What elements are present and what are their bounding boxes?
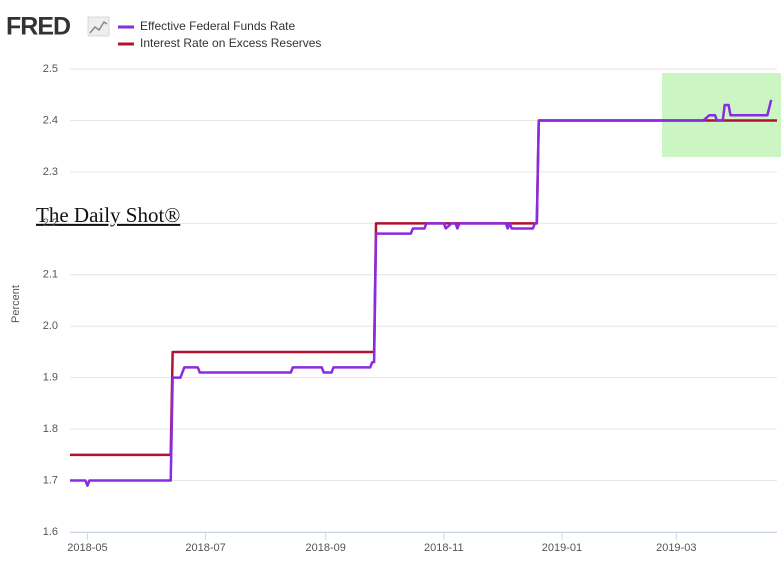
logo-icon: [87, 16, 110, 37]
x-tick-label: 2018-07: [185, 542, 225, 554]
legend-text: Interest Rate on Excess Reserves: [140, 36, 321, 50]
watermark: The Daily Shot®: [36, 203, 180, 227]
x-tick-label: 2019-03: [656, 542, 696, 554]
y-tick-label: 1.6: [43, 526, 58, 538]
y-tick-label: 2.1: [43, 269, 58, 281]
y-tick-label: 2.3: [43, 166, 58, 178]
y-tick-label: 2.0: [43, 320, 58, 332]
y-tick-label: 1.8: [43, 423, 58, 435]
x-tick-label: 2018-09: [305, 542, 345, 554]
x-tick-label: 2019-01: [542, 542, 582, 554]
y-tick-label: 1.7: [43, 474, 58, 486]
series-line: [70, 99, 773, 487]
x-tick-label: 2018-11: [424, 542, 464, 554]
x-tick-label: 2018-05: [67, 542, 107, 554]
legend-text: Effective Federal Funds Rate: [140, 19, 296, 33]
y-tick-label: 2.4: [43, 114, 58, 126]
y-tick-label: 1.9: [43, 372, 58, 384]
series-line: [70, 119, 777, 457]
logo: FRED: [6, 13, 70, 41]
y-tick-label: 2.5: [43, 63, 58, 75]
y-tick-label: 2.2: [43, 217, 58, 229]
y-axis-label: Percent: [10, 285, 22, 323]
